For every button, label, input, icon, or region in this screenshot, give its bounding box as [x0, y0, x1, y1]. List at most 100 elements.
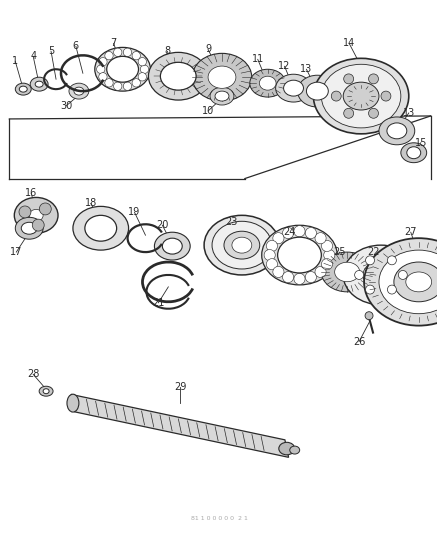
Text: 5: 5 [48, 46, 54, 56]
Text: 13: 13 [300, 64, 313, 74]
Circle shape [97, 65, 105, 74]
Ellipse shape [210, 67, 234, 87]
Circle shape [273, 266, 284, 278]
Text: 9: 9 [205, 44, 211, 54]
Circle shape [266, 259, 278, 270]
Text: 10: 10 [202, 106, 214, 116]
Text: 23: 23 [226, 217, 238, 227]
Circle shape [366, 285, 374, 294]
Ellipse shape [160, 62, 196, 90]
Text: 81 1 0 0 0 0 0  2 1: 81 1 0 0 0 0 0 2 1 [191, 516, 247, 521]
Ellipse shape [401, 143, 427, 163]
Circle shape [138, 58, 146, 66]
Circle shape [294, 273, 305, 285]
Ellipse shape [215, 91, 229, 101]
Ellipse shape [69, 83, 89, 99]
Ellipse shape [35, 81, 43, 87]
Ellipse shape [155, 232, 190, 260]
Ellipse shape [224, 231, 260, 259]
Text: 30: 30 [60, 101, 72, 111]
Ellipse shape [321, 64, 401, 128]
Circle shape [366, 256, 374, 265]
Text: 25: 25 [333, 247, 346, 257]
Circle shape [132, 52, 141, 60]
Circle shape [294, 225, 305, 237]
Ellipse shape [29, 209, 43, 221]
Ellipse shape [39, 386, 53, 396]
Circle shape [331, 91, 341, 101]
Ellipse shape [343, 245, 419, 305]
Ellipse shape [387, 123, 407, 139]
Ellipse shape [394, 262, 438, 302]
Ellipse shape [67, 394, 79, 412]
Circle shape [124, 82, 132, 91]
Text: 11: 11 [251, 54, 264, 64]
Circle shape [305, 228, 317, 239]
Polygon shape [71, 394, 289, 457]
Ellipse shape [15, 217, 43, 239]
Text: 24: 24 [283, 227, 296, 237]
Circle shape [124, 48, 132, 56]
Ellipse shape [379, 250, 438, 314]
Circle shape [283, 271, 293, 282]
Ellipse shape [297, 75, 337, 107]
Circle shape [381, 91, 391, 101]
Text: 6: 6 [73, 42, 79, 51]
Circle shape [365, 312, 373, 320]
Text: 14: 14 [343, 38, 355, 49]
Circle shape [324, 249, 335, 261]
Circle shape [388, 256, 396, 265]
Ellipse shape [335, 262, 360, 282]
Ellipse shape [283, 80, 304, 96]
Circle shape [344, 74, 353, 84]
Circle shape [105, 52, 113, 60]
Text: 15: 15 [414, 138, 427, 148]
Ellipse shape [208, 66, 236, 88]
Circle shape [19, 206, 31, 218]
Circle shape [321, 259, 332, 270]
Ellipse shape [30, 77, 48, 91]
Ellipse shape [314, 58, 409, 134]
Circle shape [273, 232, 284, 244]
Text: 16: 16 [25, 189, 37, 198]
Ellipse shape [212, 221, 272, 269]
Ellipse shape [364, 238, 438, 326]
Ellipse shape [148, 52, 208, 100]
Ellipse shape [85, 215, 117, 241]
Ellipse shape [262, 225, 337, 285]
Ellipse shape [204, 215, 279, 275]
Ellipse shape [363, 261, 399, 289]
Ellipse shape [21, 222, 37, 234]
Circle shape [138, 72, 146, 81]
Circle shape [283, 228, 293, 239]
Ellipse shape [290, 446, 300, 454]
Circle shape [368, 108, 378, 118]
Ellipse shape [95, 47, 150, 91]
Ellipse shape [278, 237, 321, 273]
Circle shape [32, 219, 44, 231]
Circle shape [264, 249, 275, 261]
Circle shape [315, 232, 326, 244]
Text: 8: 8 [164, 46, 170, 56]
Ellipse shape [73, 206, 129, 250]
Circle shape [105, 79, 113, 87]
Circle shape [388, 285, 396, 294]
Text: 4: 4 [30, 51, 36, 61]
Ellipse shape [74, 87, 84, 95]
Circle shape [99, 58, 107, 66]
Circle shape [113, 82, 122, 91]
Text: 26: 26 [353, 336, 365, 346]
Ellipse shape [162, 238, 182, 254]
Circle shape [132, 79, 141, 87]
Text: 29: 29 [174, 382, 187, 392]
Ellipse shape [406, 272, 431, 292]
Circle shape [315, 266, 326, 278]
Ellipse shape [19, 86, 27, 92]
Ellipse shape [379, 117, 415, 145]
Text: 1: 1 [12, 56, 18, 66]
Text: 28: 28 [27, 369, 39, 379]
Text: 7: 7 [110, 38, 117, 49]
Ellipse shape [107, 56, 138, 82]
Text: 18: 18 [85, 198, 97, 208]
Ellipse shape [343, 82, 379, 110]
